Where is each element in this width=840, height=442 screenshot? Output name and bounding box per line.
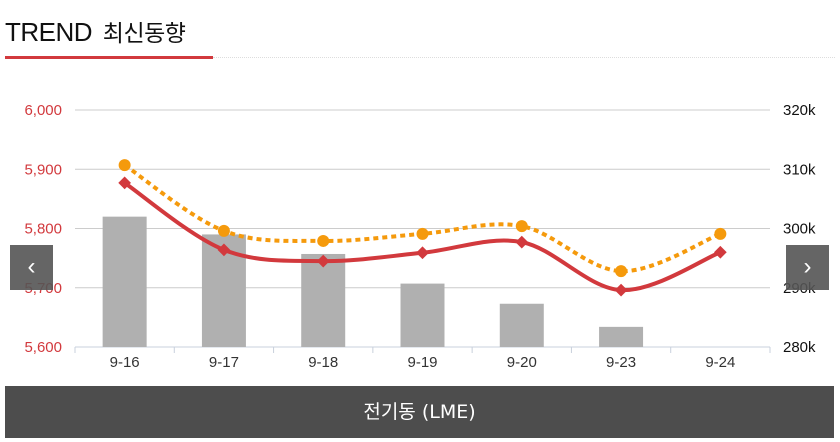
red-point (217, 243, 231, 257)
title-underline (5, 56, 213, 59)
orange-point (416, 227, 429, 240)
right-tick-label: 280k (783, 339, 816, 356)
x-tick-label: 9-17 (209, 354, 239, 371)
red-point (416, 246, 429, 260)
orange-point (515, 220, 528, 233)
bar (499, 303, 544, 347)
right-tick-label: 310k (783, 161, 816, 178)
x-tick-label: 9-23 (606, 354, 636, 371)
x-tick-label: 9-20 (507, 354, 537, 371)
red-point (614, 283, 628, 297)
title-en: TREND (5, 17, 93, 47)
bar (102, 216, 147, 347)
bar (599, 326, 644, 347)
page-title: TREND 최신동향 (5, 14, 186, 48)
x-tick-label: 9-16 (110, 354, 140, 371)
divider (213, 57, 835, 58)
right-tick-label: 300k (783, 221, 816, 238)
x-tick-label: 9-24 (705, 354, 735, 371)
bar (301, 253, 346, 347)
prev-button[interactable]: ‹ (10, 245, 53, 290)
red-point (316, 254, 330, 268)
left-tick-label: 6,000 (24, 102, 62, 119)
red-point (515, 235, 529, 249)
next-button[interactable]: › (786, 245, 829, 290)
orange-point (714, 227, 727, 240)
orange-point (118, 159, 131, 172)
left-tick-label: 5,600 (24, 339, 62, 356)
orange-point (615, 265, 628, 278)
red-point (118, 176, 132, 190)
orange-point (317, 234, 330, 247)
right-tick-label: 320k (783, 102, 816, 119)
trend-chart: 5,600280k5,700290k5,800300k5,900310k6,00… (24, 102, 816, 371)
bar (400, 283, 445, 347)
chart-label-bar: 전기동 (LME) (5, 386, 834, 438)
red-point (713, 245, 727, 259)
left-tick-label: 5,800 (24, 221, 62, 238)
x-tick-label: 9-18 (308, 354, 338, 371)
x-tick-label: 9-19 (407, 354, 437, 371)
orange-point (217, 224, 230, 237)
title-ko: 최신동향 (102, 21, 186, 47)
left-tick-label: 5,900 (24, 161, 62, 178)
